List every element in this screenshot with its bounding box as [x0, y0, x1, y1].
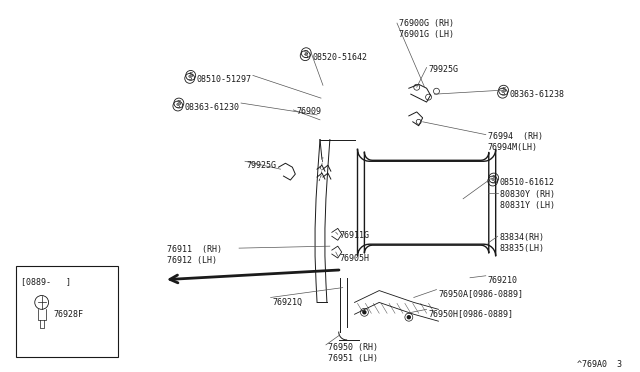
Text: 76950H[0986-0889]: 76950H[0986-0889]: [429, 310, 513, 318]
Text: S: S: [492, 175, 496, 181]
Text: 76905H: 76905H: [340, 254, 370, 263]
Text: ^769A0  3: ^769A0 3: [577, 360, 621, 369]
Text: S: S: [490, 178, 495, 184]
Text: 769210: 769210: [488, 276, 518, 285]
Text: 08363-61230: 08363-61230: [185, 103, 240, 112]
Text: 83835(LH): 83835(LH): [500, 244, 545, 253]
Bar: [16, 266, 118, 357]
Text: 79925G: 79925G: [247, 161, 277, 170]
Text: 76901G (LH): 76901G (LH): [399, 30, 454, 39]
Text: 76928F: 76928F: [54, 310, 83, 319]
Text: 76994  (RH): 76994 (RH): [488, 132, 543, 141]
Text: S: S: [501, 87, 506, 93]
Text: 76911  (RH): 76911 (RH): [167, 245, 222, 254]
Text: 08363-61238: 08363-61238: [509, 90, 564, 99]
Text: 08520-51642: 08520-51642: [312, 53, 367, 62]
Text: 08510-51297: 08510-51297: [196, 76, 252, 84]
Text: 08510-61612: 08510-61612: [500, 178, 555, 187]
Text: 76909: 76909: [296, 107, 321, 116]
Text: 83834(RH): 83834(RH): [500, 233, 545, 242]
Circle shape: [363, 311, 366, 314]
Text: 76950 (RH): 76950 (RH): [328, 343, 378, 352]
Text: 76912 (LH): 76912 (LH): [167, 256, 217, 265]
Text: 76900G (RH): 76900G (RH): [399, 19, 454, 28]
Text: 76994M(LH): 76994M(LH): [488, 142, 538, 151]
Text: 76951 (LH): 76951 (LH): [328, 354, 378, 363]
Text: 80830Y (RH): 80830Y (RH): [500, 190, 555, 199]
Text: S: S: [304, 50, 308, 56]
Text: S: S: [189, 73, 193, 78]
Text: S: S: [303, 53, 307, 59]
Circle shape: [407, 316, 410, 319]
Text: S: S: [188, 76, 192, 81]
Text: 80831Y (LH): 80831Y (LH): [500, 201, 555, 210]
Text: 76950A[0986-0889]: 76950A[0986-0889]: [438, 289, 524, 299]
Text: S: S: [500, 90, 505, 96]
Text: S: S: [176, 103, 180, 109]
Text: 79925G: 79925G: [429, 65, 459, 74]
Text: 76921Q: 76921Q: [273, 298, 303, 307]
Text: [0889-   ]: [0889- ]: [21, 277, 71, 286]
Text: 76911G: 76911G: [340, 231, 370, 240]
Text: S: S: [177, 100, 181, 106]
